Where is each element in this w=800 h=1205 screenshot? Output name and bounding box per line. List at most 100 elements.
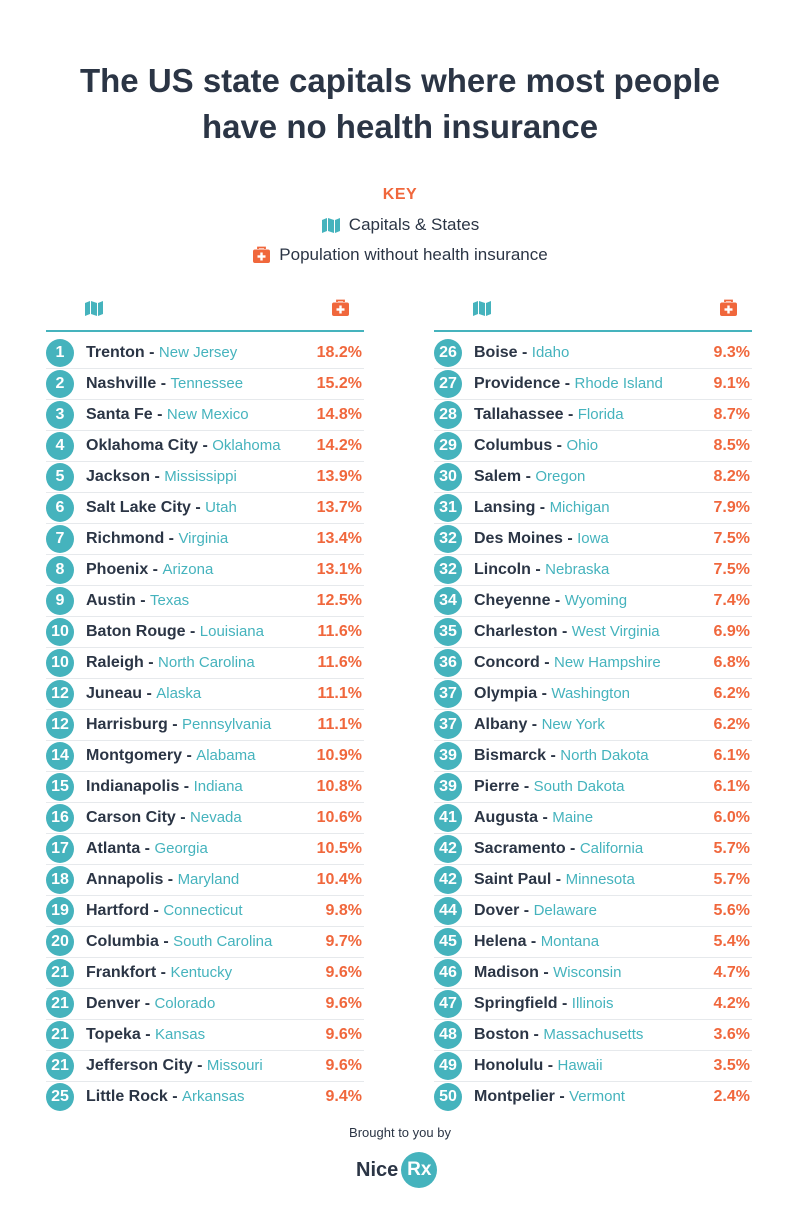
separator: - (551, 871, 566, 888)
ranking-list-right: 26 Boise - Idaho 9.3% 27 Providence - Rhode … (434, 332, 752, 1112)
table-row: 50 Montpelier - Vermont 2.4% (434, 1082, 752, 1112)
capital-state: Austin - Texas (86, 592, 300, 610)
uninsured-percentage: 7.5% (713, 561, 750, 578)
title-line-2: have no health insurance (201, 108, 599, 145)
capital-state: Olympia - Washington (474, 685, 688, 703)
capital-state: Boise - Idaho (474, 344, 688, 362)
logo-text-nice: Nice (356, 1158, 399, 1181)
table-row: 8 Phoenix - Arizona 13.1% (46, 555, 364, 586)
capital-name: Oklahoma City (86, 437, 199, 454)
rank-badge: 47 (434, 990, 462, 1018)
uninsured-percentage: 5.7% (713, 871, 750, 888)
capital-name: Cheyenne (474, 592, 551, 609)
table-row: 5 Jackson - Mississippi 13.9% (46, 462, 364, 493)
state-name: Arizona (162, 561, 214, 578)
rank-badge: 39 (434, 742, 462, 770)
rank-badge: 31 (434, 494, 462, 522)
uninsured-percentage: 10.5% (316, 840, 362, 857)
separator: - (156, 375, 171, 392)
capital-state: Carson City - Nevada (86, 809, 300, 827)
capital-state: Raleigh - North Carolina (86, 654, 300, 672)
rank-badge: 30 (434, 463, 462, 491)
state-name: Colorado (154, 995, 216, 1012)
uninsured-percentage: 8.7% (713, 406, 750, 423)
table-row: 28 Tallahassee - Florida 8.7% (434, 400, 752, 431)
rank-badge: 21 (46, 1052, 74, 1080)
capital-name: Concord (474, 654, 540, 671)
uninsured-percentage: 7.5% (713, 530, 750, 547)
rank-badge: 34 (434, 587, 462, 615)
capital-name: Boston (474, 1026, 530, 1043)
rank-badge: 19 (46, 897, 74, 925)
rank-badge: 4 (46, 432, 74, 460)
state-name: Connecticut (163, 902, 243, 919)
table-row: 35 Charleston - West Virginia 6.9% (434, 617, 752, 648)
uninsured-percentage: 9.6% (325, 1026, 362, 1043)
state-name: Minnesota (565, 871, 635, 888)
uninsured-percentage: 14.2% (316, 437, 362, 454)
uninsured-percentage: 5.6% (713, 902, 750, 919)
separator: - (185, 623, 200, 640)
capital-name: Jackson (86, 468, 151, 485)
rank-badge: 12 (46, 711, 74, 739)
capital-state: Albany - New York (474, 716, 688, 734)
state-name: Wyoming (564, 592, 628, 609)
capital-name: Harrisburg (86, 716, 168, 733)
uninsured-percentage: 6.2% (713, 685, 750, 702)
state-name: Oregon (535, 468, 586, 485)
uninsured-percentage: 6.1% (713, 778, 750, 795)
uninsured-percentage: 9.8% (325, 902, 362, 919)
separator: - (140, 995, 155, 1012)
state-name: New Jersey (158, 344, 238, 361)
state-name: South Carolina (173, 933, 273, 950)
table-row: 9 Austin - Texas 12.5% (46, 586, 364, 617)
table-row: 37 Albany - New York 6.2% (434, 710, 752, 741)
uninsured-percentage: 11.1% (317, 716, 362, 733)
uninsured-percentage: 9.6% (325, 964, 362, 981)
capital-state: Frankfort - Kentucky (86, 964, 300, 982)
rank-badge: 6 (46, 494, 74, 522)
uninsured-percentage: 11.1% (317, 685, 362, 702)
map-icon (84, 300, 104, 322)
separator: - (517, 344, 532, 361)
table-row: 31 Lansing - Michigan 7.9% (434, 493, 752, 524)
capital-name: Providence (474, 375, 561, 392)
uninsured-percentage: 10.9% (316, 747, 362, 764)
separator: - (152, 406, 167, 423)
capital-state: Springfield - Illinois (474, 995, 688, 1013)
capital-state: Pierre - South Dakota (474, 778, 688, 796)
table-row: 42 Saint Paul - Minnesota 5.7% (434, 865, 752, 896)
state-name: Iowa (577, 530, 609, 547)
capital-state: Jefferson City - Missouri (86, 1057, 300, 1075)
state-name: North Carolina (158, 654, 255, 671)
capital-name: Denver (86, 995, 141, 1012)
uninsured-percentage: 2.4% (713, 1088, 750, 1105)
rank-badge: 35 (434, 618, 462, 646)
capital-state: Indianapolis - Indiana (86, 778, 300, 796)
state-name: Alabama (196, 747, 256, 764)
table-row: 12 Harrisburg - Pennsylvania 11.1% (46, 710, 364, 741)
table-row: 21 Denver - Colorado 9.6% (46, 989, 364, 1020)
uninsured-percentage: 9.4% (325, 1088, 362, 1105)
separator: - (140, 1026, 156, 1043)
separator: - (535, 499, 550, 516)
uninsured-percentage: 13.4% (316, 530, 362, 547)
separator: - (519, 778, 534, 795)
key-capitals-label: Capitals & States (348, 215, 480, 234)
key-heading: KEY (382, 186, 418, 203)
first-aid-kit-icon (252, 246, 271, 264)
rank-badge: 32 (434, 556, 462, 584)
rank-badge: 44 (434, 897, 462, 925)
table-row: 34 Cheyenne - Wyoming 7.4% (434, 586, 752, 617)
table-row: 25 Little Rock - Arkansas 9.4% (46, 1082, 364, 1112)
capital-name: Little Rock (86, 1088, 168, 1105)
state-name: Utah (205, 499, 237, 516)
separator: - (164, 530, 179, 547)
uninsured-percentage: 11.6% (317, 654, 362, 671)
table-row: 4 Oklahoma City - Oklahoma 14.2% (46, 431, 364, 462)
state-name: New Mexico (166, 406, 249, 423)
separator: - (565, 840, 580, 857)
state-name: Missouri (206, 1057, 263, 1074)
separator: - (560, 375, 575, 392)
state-name: Idaho (531, 344, 570, 361)
